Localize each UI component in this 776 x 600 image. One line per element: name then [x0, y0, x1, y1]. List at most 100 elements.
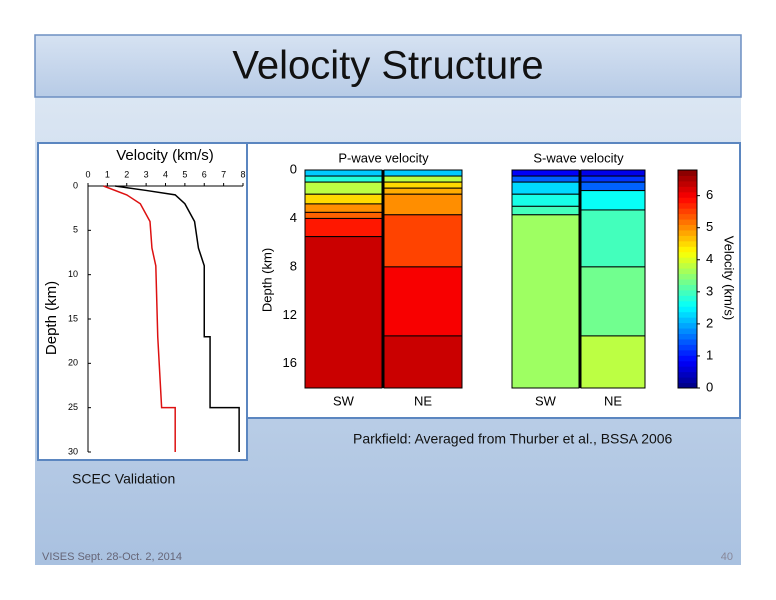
y-axis-label: Depth (km): [43, 281, 60, 355]
colorbar-step: [678, 170, 697, 176]
layer: [580, 335, 646, 389]
x-tick-label: 0: [85, 169, 90, 179]
layer: [511, 175, 580, 183]
colorbar-tick-label: 5: [706, 219, 713, 234]
colorbar-step: [678, 213, 697, 220]
colorbar-step: [678, 186, 697, 193]
x-tick-label: 4: [163, 169, 168, 179]
colorbar-step: [678, 333, 697, 340]
y-tick-label: 4: [290, 210, 297, 225]
colorbar-step: [678, 284, 697, 291]
colorbar-step: [678, 229, 697, 236]
colorbar-step: [678, 273, 697, 280]
y-tick-label: 8: [290, 258, 297, 273]
y-tick-label: 30: [68, 446, 78, 456]
chart-title: Velocity (km/s): [116, 147, 214, 164]
colorbar-step: [678, 344, 697, 351]
y-tick-label: 20: [68, 358, 78, 368]
layer: [383, 335, 463, 389]
x-tick-label: 3: [144, 169, 149, 179]
colorbar-step: [678, 208, 697, 215]
y-tick-label: 10: [68, 269, 78, 279]
colorbar-step: [678, 251, 697, 258]
colorbar-step: [678, 180, 697, 187]
colorbar-step: [678, 371, 697, 378]
caption: SCEC Validation: [72, 471, 175, 487]
colorbar-step: [678, 360, 697, 367]
colorbar-tick-label: 0: [706, 379, 713, 394]
colorbar-step: [678, 295, 697, 302]
layer: [304, 203, 383, 213]
layer: [383, 214, 463, 268]
colorbar-step: [678, 355, 697, 362]
colorbar-tick-label: 3: [706, 283, 713, 298]
colorbar-step: [678, 262, 697, 269]
x-tick-label: 8: [240, 169, 245, 179]
layer: [304, 236, 383, 389]
layer: [511, 193, 580, 207]
column-label: NE: [414, 393, 432, 408]
colorbar-tick-label: 4: [706, 251, 713, 266]
colorbar-step: [678, 322, 697, 329]
colorbar-step: [678, 224, 697, 231]
layer: [304, 175, 383, 183]
page-number: 40: [721, 551, 733, 563]
layer: [304, 169, 383, 177]
layer: [580, 181, 646, 192]
layer: [383, 175, 463, 183]
layer: [304, 181, 383, 195]
layer: [580, 209, 646, 268]
layer: [383, 193, 463, 216]
footer: VISES Sept. 28-Oct. 2, 2014: [42, 551, 182, 563]
x-tick-label: 2: [124, 169, 129, 179]
y-tick-label: 15: [68, 313, 78, 323]
colorbar-step: [678, 311, 697, 318]
colorbar-tick-label: 1: [706, 347, 713, 362]
x-tick-label: 1: [105, 169, 110, 179]
colorbar-tick-label: 2: [706, 315, 713, 330]
colorbar-step: [678, 268, 697, 275]
colorbar-step: [678, 349, 697, 356]
title-bar: [34, 34, 742, 98]
colorbar-tick-label: 6: [706, 187, 713, 202]
x-tick-label: 5: [182, 169, 187, 179]
colorbar-step: [678, 202, 697, 209]
y-tick-label: 12: [283, 307, 297, 322]
colorbar-step: [678, 240, 697, 247]
layer: [304, 217, 383, 238]
layer: [383, 266, 463, 337]
layer: [511, 169, 580, 177]
column-label: NE: [604, 393, 622, 408]
colorbar-step: [678, 377, 697, 384]
slide-title: Velocity Structure: [232, 44, 543, 88]
layer: [383, 187, 463, 195]
panel-title: S-wave velocity: [533, 150, 624, 165]
y-tick-label: 5: [73, 225, 78, 235]
layer: [511, 205, 580, 216]
colorbar-step: [678, 300, 697, 307]
colorbar-step: [678, 191, 697, 198]
caption: Parkfield: Averaged from Thurber et al.,…: [353, 431, 673, 447]
layer: [383, 169, 463, 177]
colorbar-step: [678, 366, 697, 373]
colorbar-step: [678, 306, 697, 313]
layer: [511, 214, 580, 389]
colorbar-step: [678, 219, 697, 225]
layer: [304, 211, 383, 219]
colorbar-step: [678, 338, 697, 345]
layer: [383, 181, 463, 189]
profile-line: [115, 185, 240, 452]
layer: [304, 193, 383, 205]
x-tick-label: 7: [221, 169, 226, 179]
y-axis-label: Depth (km): [259, 248, 274, 312]
colorbar-step: [678, 279, 697, 285]
y-tick-label: 25: [68, 402, 78, 412]
colorbar-step: [678, 382, 697, 389]
colorbar-step: [678, 197, 697, 204]
column-label: SW: [535, 393, 557, 408]
layer: [580, 266, 646, 337]
colorbar-step: [678, 317, 697, 324]
x-tick-label: 6: [202, 169, 207, 179]
y-tick-label: 16: [283, 355, 297, 370]
